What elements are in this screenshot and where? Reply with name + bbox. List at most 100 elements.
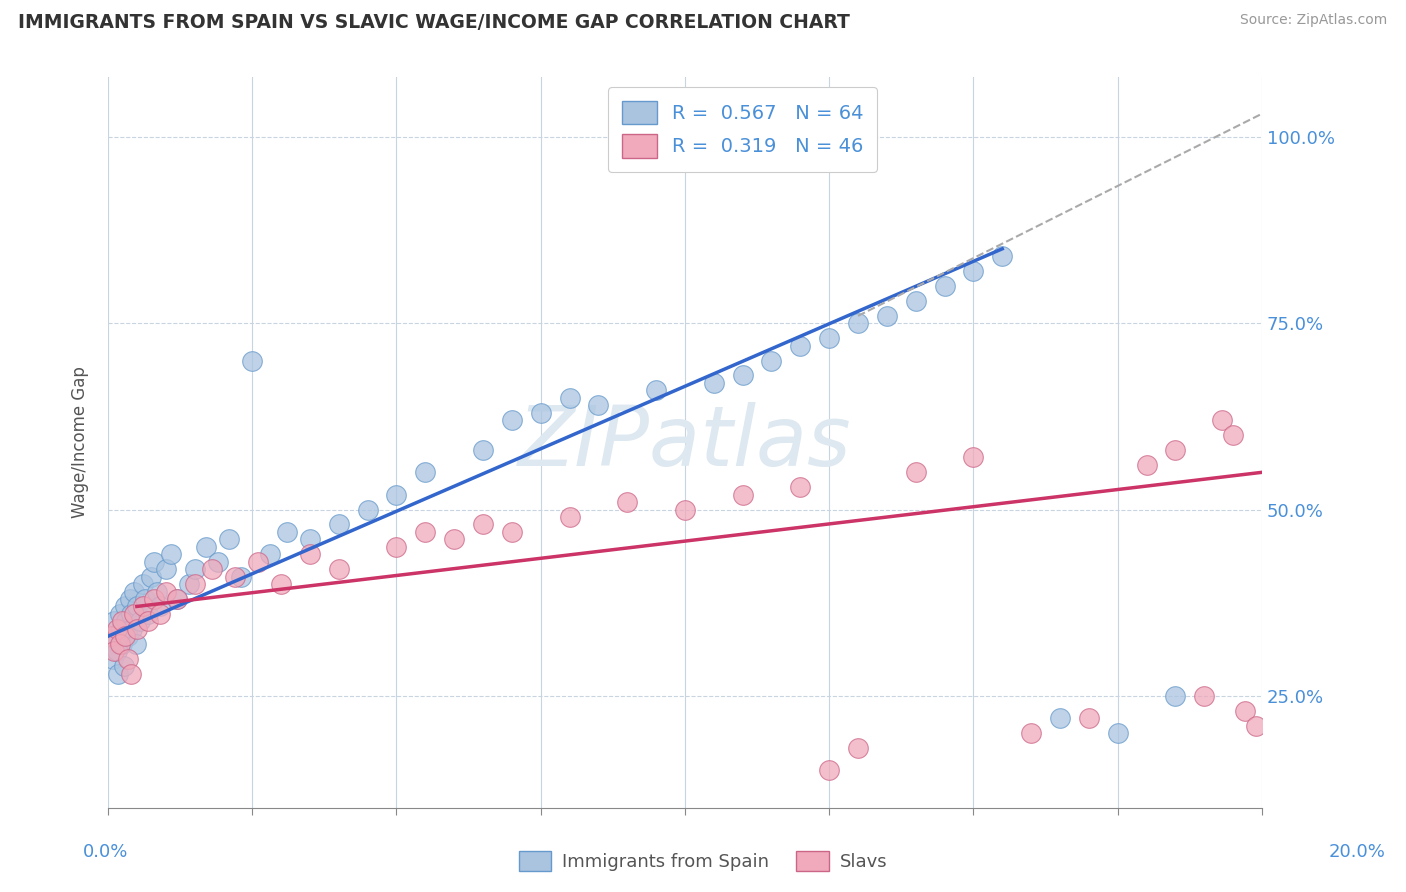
Point bbox=[276, 524, 298, 539]
Point bbox=[1244, 719, 1267, 733]
Point bbox=[298, 533, 321, 547]
Point bbox=[108, 607, 131, 621]
Point bbox=[111, 637, 134, 651]
Point bbox=[155, 562, 177, 576]
Point bbox=[731, 488, 754, 502]
Point bbox=[110, 622, 132, 636]
Point bbox=[122, 607, 145, 621]
Point bbox=[224, 569, 246, 583]
Text: IMMIGRANTS FROM SPAIN VS SLAVIC WAGE/INCOME GAP CORRELATION CHART: IMMIGRANTS FROM SPAIN VS SLAVIC WAGE/INC… bbox=[18, 13, 851, 32]
Point bbox=[558, 510, 581, 524]
Point bbox=[177, 577, 200, 591]
Point bbox=[1164, 442, 1187, 457]
Point bbox=[246, 555, 269, 569]
Point bbox=[107, 666, 129, 681]
Point bbox=[114, 629, 136, 643]
Point bbox=[501, 413, 523, 427]
Point bbox=[876, 309, 898, 323]
Point bbox=[1233, 704, 1256, 718]
Point bbox=[128, 615, 150, 629]
Point bbox=[120, 607, 142, 621]
Point bbox=[155, 584, 177, 599]
Point bbox=[270, 577, 292, 591]
Point bbox=[1019, 726, 1042, 740]
Point bbox=[115, 615, 138, 629]
Point bbox=[121, 622, 143, 636]
Point bbox=[472, 517, 495, 532]
Point bbox=[328, 517, 350, 532]
Point bbox=[846, 316, 869, 330]
Point bbox=[183, 577, 205, 591]
Point bbox=[103, 615, 125, 629]
Point bbox=[134, 592, 156, 607]
Point bbox=[143, 555, 166, 569]
Point bbox=[149, 607, 172, 621]
Text: Source: ZipAtlas.com: Source: ZipAtlas.com bbox=[1240, 13, 1388, 28]
Point bbox=[143, 592, 166, 607]
Point bbox=[103, 644, 125, 658]
Point bbox=[131, 599, 153, 614]
Point bbox=[166, 592, 188, 607]
Point bbox=[616, 495, 638, 509]
Text: 20.0%: 20.0% bbox=[1329, 843, 1385, 861]
Point bbox=[818, 331, 841, 345]
Point bbox=[125, 622, 148, 636]
Point bbox=[1049, 711, 1071, 725]
Point bbox=[120, 666, 142, 681]
Point bbox=[904, 466, 927, 480]
Point bbox=[160, 547, 183, 561]
Y-axis label: Wage/Income Gap: Wage/Income Gap bbox=[72, 367, 89, 518]
Point bbox=[131, 577, 153, 591]
Point bbox=[218, 533, 240, 547]
Point bbox=[385, 540, 408, 554]
Point bbox=[443, 533, 465, 547]
Point bbox=[138, 615, 160, 629]
Point bbox=[166, 592, 188, 607]
Point bbox=[530, 406, 553, 420]
Point bbox=[259, 547, 281, 561]
Point bbox=[240, 353, 263, 368]
Point bbox=[146, 584, 169, 599]
Point bbox=[298, 547, 321, 561]
Point bbox=[141, 569, 163, 583]
Point bbox=[761, 353, 783, 368]
Point bbox=[112, 659, 135, 673]
Point bbox=[125, 599, 148, 614]
Point bbox=[385, 488, 408, 502]
Legend: R =  0.567   N = 64, R =  0.319   N = 46: R = 0.567 N = 64, R = 0.319 N = 46 bbox=[607, 87, 877, 171]
Point bbox=[645, 384, 668, 398]
Point bbox=[1107, 726, 1129, 740]
Point bbox=[501, 524, 523, 539]
Point bbox=[100, 629, 122, 643]
Point bbox=[118, 592, 141, 607]
Point bbox=[105, 622, 128, 636]
Point bbox=[104, 629, 127, 643]
Point bbox=[207, 555, 229, 569]
Point bbox=[991, 249, 1014, 263]
Point bbox=[673, 502, 696, 516]
Text: 0.0%: 0.0% bbox=[83, 843, 128, 861]
Point bbox=[1077, 711, 1099, 725]
Point bbox=[558, 391, 581, 405]
Point bbox=[1211, 413, 1233, 427]
Point bbox=[201, 562, 224, 576]
Point bbox=[1135, 458, 1157, 472]
Point bbox=[117, 629, 139, 643]
Point bbox=[789, 339, 811, 353]
Point bbox=[105, 644, 128, 658]
Point bbox=[789, 480, 811, 494]
Point bbox=[108, 637, 131, 651]
Point bbox=[1192, 689, 1215, 703]
Point bbox=[183, 562, 205, 576]
Text: ZIPatlas: ZIPatlas bbox=[519, 402, 852, 483]
Point bbox=[356, 502, 378, 516]
Point bbox=[588, 398, 610, 412]
Point bbox=[1164, 689, 1187, 703]
Point bbox=[934, 279, 956, 293]
Point bbox=[962, 264, 984, 278]
Point bbox=[472, 442, 495, 457]
Point bbox=[229, 569, 252, 583]
Point bbox=[1222, 428, 1244, 442]
Point bbox=[904, 293, 927, 308]
Point bbox=[114, 599, 136, 614]
